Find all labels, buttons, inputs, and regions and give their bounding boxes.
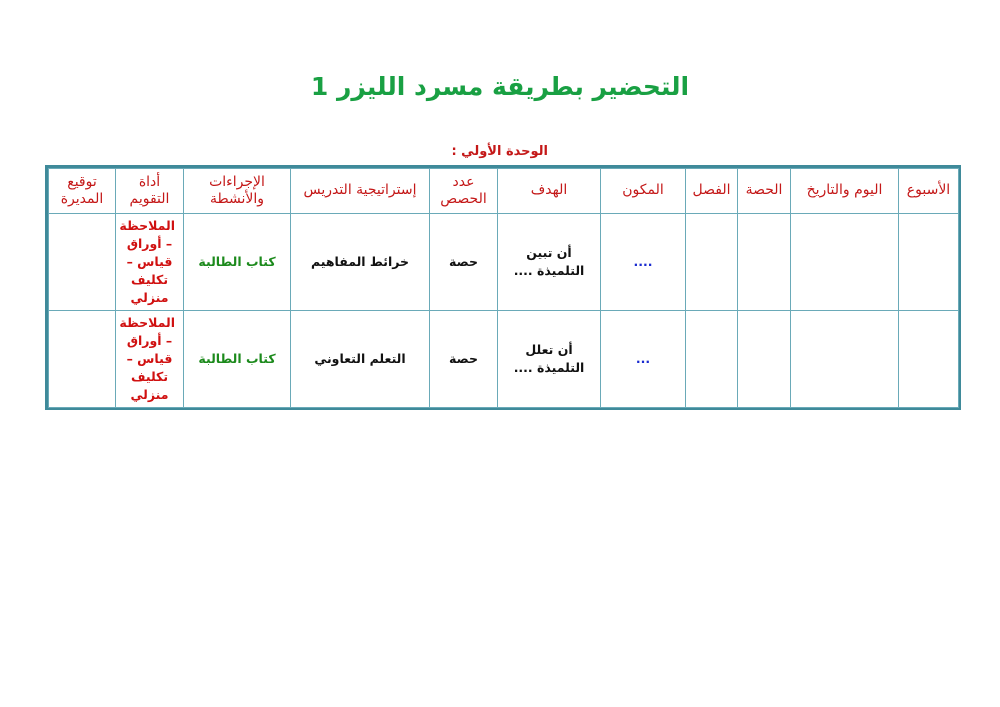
cell-date bbox=[790, 310, 899, 408]
lesson-plan-table-frame: الأسبوع اليوم والتاريخ الحصة الفصل المكو… bbox=[45, 165, 961, 410]
header-procedures: الإجراءات والأنشطة bbox=[183, 168, 291, 214]
cell-week bbox=[898, 310, 959, 408]
header-strategy: إستراتيجية التدريس bbox=[290, 168, 430, 214]
page-title: التحضير بطريقة مسرد الليزر 1 bbox=[310, 72, 690, 101]
header-assessment: أداة التقويم bbox=[115, 168, 184, 214]
header-goal: الهدف bbox=[497, 168, 601, 214]
table-row: .... أن تبين التلميذة .... حصة خرائط الم… bbox=[48, 213, 959, 311]
header-count: عدد الحصص bbox=[429, 168, 498, 214]
cell-class bbox=[685, 310, 738, 408]
cell-goal: أن تعلل التلميذة .... bbox=[497, 310, 601, 408]
cell-count: حصة bbox=[429, 310, 498, 408]
lesson-plan-table: الأسبوع اليوم والتاريخ الحصة الفصل المكو… bbox=[48, 168, 959, 408]
header-week: الأسبوع bbox=[898, 168, 959, 214]
cell-strategy: خرائط المفاهيم bbox=[290, 213, 430, 311]
table-row: ... أن تعلل التلميذة .... حصة التعلم الت… bbox=[48, 310, 959, 408]
header-period: الحصة bbox=[737, 168, 791, 214]
cell-date bbox=[790, 213, 899, 311]
cell-signature bbox=[48, 213, 116, 311]
cell-procedures: كتاب الطالبة bbox=[183, 310, 291, 408]
cell-class bbox=[685, 213, 738, 311]
header-row: الأسبوع اليوم والتاريخ الحصة الفصل المكو… bbox=[48, 168, 959, 214]
cell-period bbox=[737, 213, 791, 311]
cell-procedures: كتاب الطالبة bbox=[183, 213, 291, 311]
header-component: المكون bbox=[600, 168, 686, 214]
header-signature: توقيع المديرة bbox=[48, 168, 116, 214]
cell-week bbox=[898, 213, 959, 311]
header-class: الفصل bbox=[685, 168, 738, 214]
header-date: اليوم والتاريخ bbox=[790, 168, 899, 214]
cell-assessment: الملاحظة – أوراق قياس – تكليف منزلي bbox=[115, 310, 184, 408]
cell-assessment: الملاحظة – أوراق قياس – تكليف منزلي bbox=[115, 213, 184, 311]
cell-signature bbox=[48, 310, 116, 408]
unit-label: الوحدة الأولي : bbox=[451, 144, 548, 159]
cell-strategy: التعلم التعاوني bbox=[290, 310, 430, 408]
cell-period bbox=[737, 310, 791, 408]
cell-goal: أن تبين التلميذة .... bbox=[497, 213, 601, 311]
cell-component: .... bbox=[600, 213, 686, 311]
cell-component: ... bbox=[600, 310, 686, 408]
cell-count: حصة bbox=[429, 213, 498, 311]
